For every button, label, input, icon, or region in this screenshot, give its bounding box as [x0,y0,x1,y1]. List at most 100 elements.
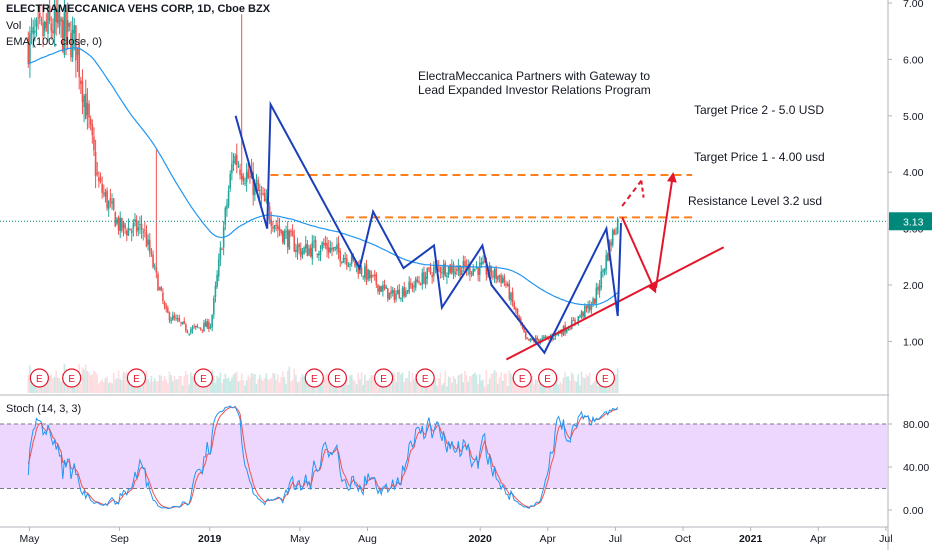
candle [497,275,499,283]
candle [157,271,159,291]
candle [419,282,422,286]
earnings-marker-circle[interactable] [62,368,82,388]
volume-bar [144,379,146,393]
candle [122,220,125,237]
candle-body [442,264,445,275]
candle-body [30,30,33,33]
candle-body [410,283,412,286]
candle [81,69,84,115]
candle [221,247,223,251]
earnings-marker-label: E [380,374,387,385]
candle-body [321,242,323,249]
earnings-marker[interactable]: E [415,368,435,388]
volume-bar [416,379,419,393]
candle-body [424,276,427,285]
time-axis-label: Aug [358,533,377,545]
candle-body [455,269,458,271]
earnings-marker-circle[interactable] [512,368,532,388]
earnings-marker[interactable]: E [512,368,532,388]
candle-body [277,225,279,229]
candle-body [587,304,589,309]
volume-bar [403,382,406,393]
candle-body [574,319,576,323]
volume-bar [354,380,356,393]
volume-bar [569,380,571,393]
volume-bar [232,374,235,393]
earnings-marker-circle[interactable] [538,368,558,388]
candle-body [124,224,126,229]
candle [70,20,72,62]
earnings-marker[interactable]: E [595,368,615,388]
candle [414,276,417,291]
candle [231,151,233,181]
candle [114,211,117,227]
candle-body [93,136,95,151]
earnings-marker-circle[interactable] [29,368,49,388]
earnings-marker-circle[interactable] [126,368,147,388]
earnings-marker[interactable]: E [304,368,324,388]
earnings-marker-label: E [334,374,341,385]
earnings-marker[interactable]: E [374,368,394,388]
candle [186,329,189,334]
candle [277,217,279,238]
earnings-marker-circle[interactable] [374,368,394,388]
earnings-marker[interactable]: E [327,368,347,388]
volume-bar [452,376,455,393]
candle-body [275,224,277,227]
candle-body [311,242,314,260]
volume-bar [240,373,243,393]
volume-bar [148,382,151,393]
earnings-marker-circle[interactable] [304,368,324,388]
candle-body [91,124,94,136]
volume-bar [408,371,410,393]
resistance-level-label: Resistance Level 3.2 usd [688,194,822,208]
candle [383,279,386,291]
earnings-marker[interactable]: E [62,368,82,388]
volume-bar [580,371,583,393]
earnings-marker-circle[interactable] [193,368,214,388]
candle-body [260,193,263,195]
volume-bar [160,375,163,393]
volume-bar [365,380,368,393]
volume-bar [60,381,62,393]
volume-bar [175,379,177,393]
candle [495,265,497,284]
candle-body [506,283,509,286]
candle-body [318,253,320,256]
earnings-marker[interactable]: E [538,368,558,388]
earnings-marker-circle[interactable] [327,368,347,388]
volume-bar [98,383,100,393]
candle-body [383,284,386,289]
candle [94,139,97,189]
candle [413,280,415,293]
candle-body [495,268,497,279]
earnings-marker-circle[interactable] [415,368,435,388]
volume-bar [437,378,440,393]
candle [526,337,529,340]
volume-bar [180,375,182,393]
candle [344,251,346,265]
volume-bar [428,385,430,393]
volume-bar [73,381,76,393]
volume-bar [270,377,273,393]
candle [273,224,276,233]
earnings-marker[interactable]: E [126,368,147,388]
candle [300,242,302,261]
candle-body [579,316,581,318]
candle [615,227,617,236]
volume-bar [449,377,452,393]
earnings-marker-circle[interactable] [595,368,615,388]
earnings-marker[interactable]: E [193,368,214,388]
candle [280,229,282,236]
wave-pattern-line [234,100,622,355]
candle [257,176,259,192]
volume-bar [27,375,30,393]
candle-body [132,222,135,229]
candle [199,327,202,331]
earnings-marker[interactable]: E [29,368,49,388]
candle-body [538,339,540,343]
candle-body [332,247,335,250]
candle [311,234,314,265]
